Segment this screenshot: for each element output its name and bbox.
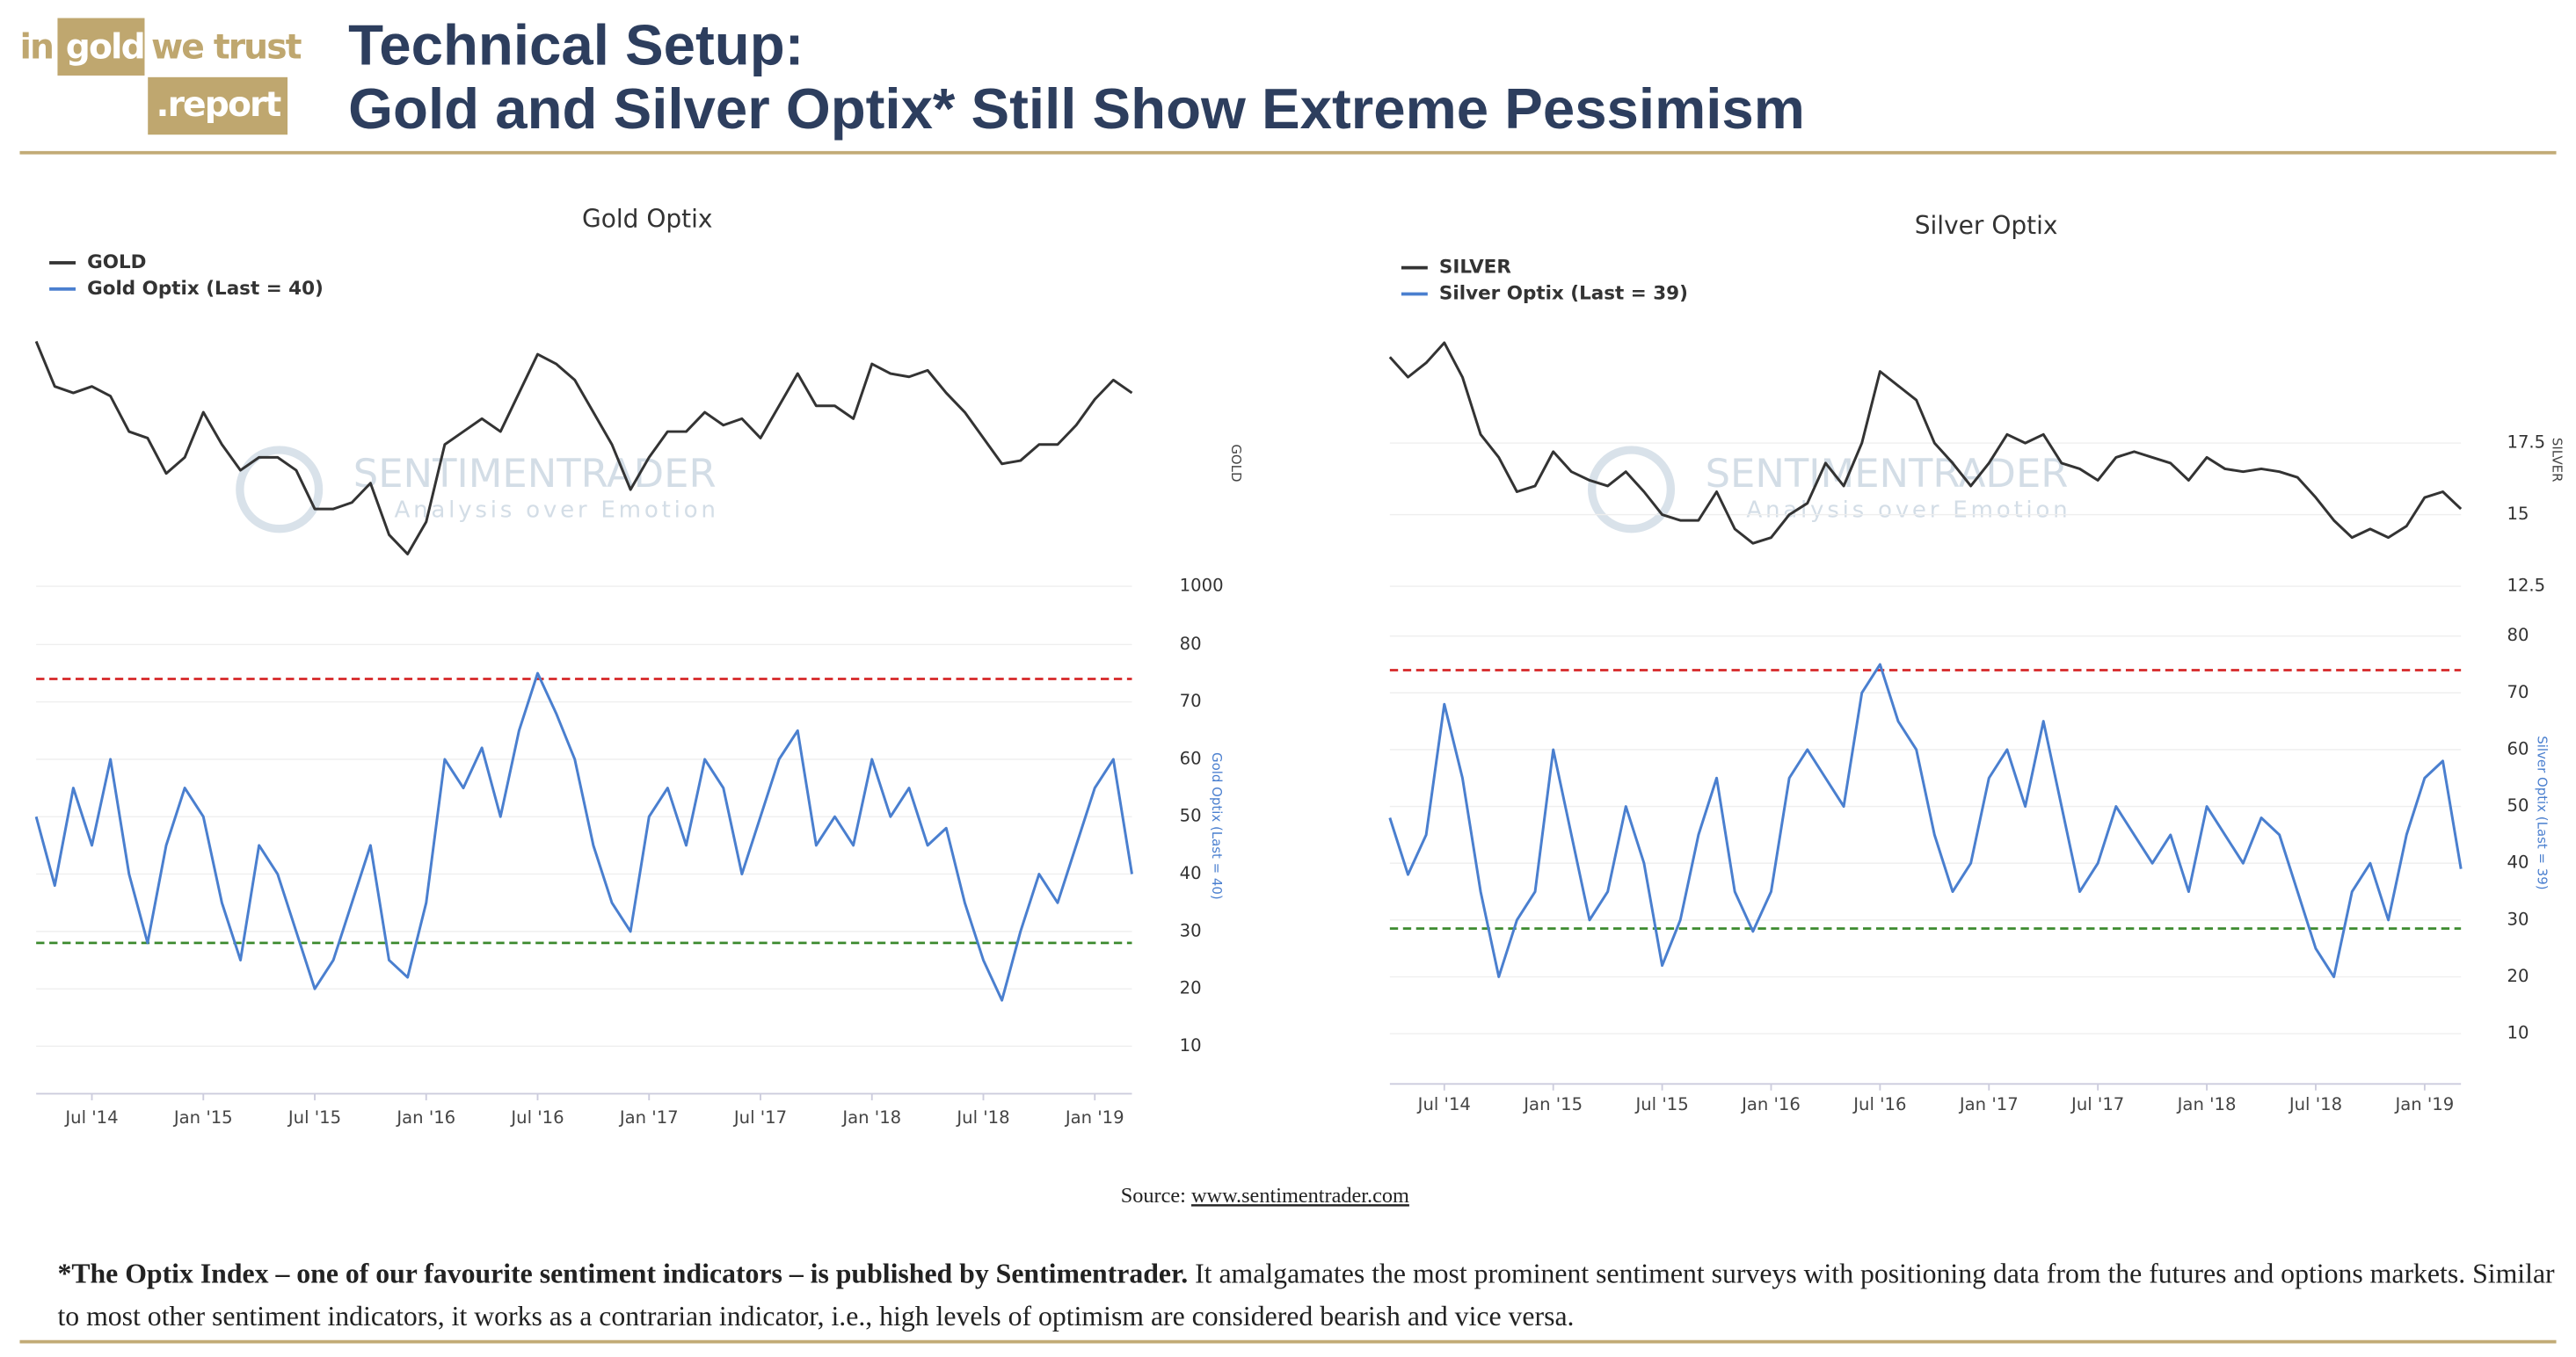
x-tick-label: Jul '14	[63, 1107, 118, 1128]
x-tick-label: Jul '17	[732, 1107, 787, 1128]
logo-text: in	[19, 28, 53, 68]
footnote-box: *The Optix Index – one of our favourite …	[57, 1253, 2563, 1339]
x-tick-label: Jul '15	[1634, 1094, 1688, 1114]
x-tick-label: Jan '17	[618, 1107, 679, 1128]
x-tick-label: Jan '19	[1064, 1107, 1124, 1128]
x-tick-label: Jan '18	[840, 1107, 901, 1128]
series-line	[1388, 663, 2463, 978]
y-axis-label: GOLD	[1228, 444, 1244, 482]
chart-title: Gold Optix	[582, 204, 713, 233]
y2-tick-label: 20	[2507, 966, 2529, 986]
y2-tick-label: 60	[1180, 748, 1202, 768]
y-tick-label: 15	[2507, 504, 2529, 524]
y2-tick-label: 40	[1180, 863, 1202, 883]
title: Technical Setup:	[348, 12, 804, 76]
legend-label: Gold Optix (Last = 40)	[87, 278, 324, 300]
legend-label: SILVER	[1439, 257, 1511, 279]
y2-axis-label: Gold Optix (Last = 40)	[1209, 752, 1225, 900]
logo-text: .report	[156, 85, 281, 125]
logo-box	[57, 18, 145, 76]
y2-tick-label: 30	[2507, 909, 2529, 929]
y2-tick-label: 80	[1180, 634, 1202, 654]
series-line	[34, 340, 1133, 555]
y-axis-label: SILVER	[2550, 438, 2565, 483]
watermark-icon	[1588, 446, 1676, 533]
footnote-text: It amalgamates the most prominent sentim…	[57, 1258, 2555, 1332]
x-tick-label: Jan '15	[172, 1107, 233, 1128]
y2-axis-label: Silver Optix (Last = 39)	[2535, 736, 2551, 889]
y2-tick-label: 10	[2507, 1023, 2529, 1043]
y-tick-label: 17.5	[2507, 432, 2545, 453]
footnote: *The Optix Index – one of our favourite …	[57, 1253, 2563, 1339]
y2-tick-label: 80	[2507, 625, 2529, 645]
legend-label: GOLD	[87, 251, 146, 273]
x-tick-label: Jul '14	[1416, 1094, 1471, 1114]
y2-tick-label: 10	[1180, 1035, 1202, 1056]
x-tick-label: Jan '19	[2393, 1094, 2454, 1114]
y-tick-label: 1000	[1180, 576, 1224, 596]
logo-text: gold	[66, 28, 144, 68]
series-line	[34, 671, 1133, 1002]
x-tick-label: Jul '16	[1852, 1094, 1906, 1114]
x-tick-label: Jul '16	[509, 1107, 564, 1128]
x-tick-label: Jan '15	[1522, 1094, 1583, 1114]
footnote-bold: *The Optix Index – one of our favourite …	[57, 1258, 1189, 1289]
chart-title: Silver Optix	[1915, 211, 2058, 240]
y2-tick-label: 40	[2507, 853, 2529, 873]
watermark: SENTIMENTRADER	[353, 450, 717, 497]
watermark-icon	[236, 446, 324, 533]
source-link[interactable]: www.sentimentrader.com	[1191, 1184, 1409, 1208]
y-tick-label: 12.5	[2507, 576, 2545, 596]
y2-tick-label: 70	[2507, 682, 2529, 702]
watermark: SENTIMENTRADER	[1706, 450, 2069, 497]
y2-tick-label: 50	[1180, 806, 1202, 826]
legend-label: Silver Optix (Last = 39)	[1439, 282, 1688, 304]
logo-box	[148, 76, 288, 135]
y2-tick-label: 50	[2507, 795, 2529, 816]
x-tick-label: Jul '17	[2070, 1094, 2124, 1114]
logo-text: we trust	[151, 28, 302, 68]
watermark: Analysis over Emotion	[394, 497, 718, 524]
source: Source: www.sentimentrader.com	[1121, 1184, 1409, 1208]
x-tick-label: Jan '17	[1958, 1094, 2019, 1114]
x-tick-label: Jan '16	[395, 1107, 455, 1128]
x-tick-label: Jul '18	[2288, 1094, 2342, 1114]
watermark: Analysis over Emotion	[1746, 497, 2070, 524]
y2-tick-label: 60	[2507, 738, 2529, 758]
x-tick-label: Jul '18	[955, 1107, 1009, 1128]
y2-tick-label: 70	[1180, 691, 1202, 711]
source-label: Source:	[1121, 1184, 1186, 1208]
x-tick-label: Jul '15	[287, 1107, 341, 1128]
series-line	[1388, 341, 2463, 545]
x-tick-label: Jan '18	[2176, 1094, 2237, 1114]
y2-tick-label: 30	[1180, 920, 1202, 940]
y2-tick-label: 20	[1180, 978, 1202, 998]
x-tick-label: Jan '16	[1740, 1094, 1801, 1114]
title: Gold and Silver Optix* Still Show Extrem…	[348, 76, 1805, 141]
